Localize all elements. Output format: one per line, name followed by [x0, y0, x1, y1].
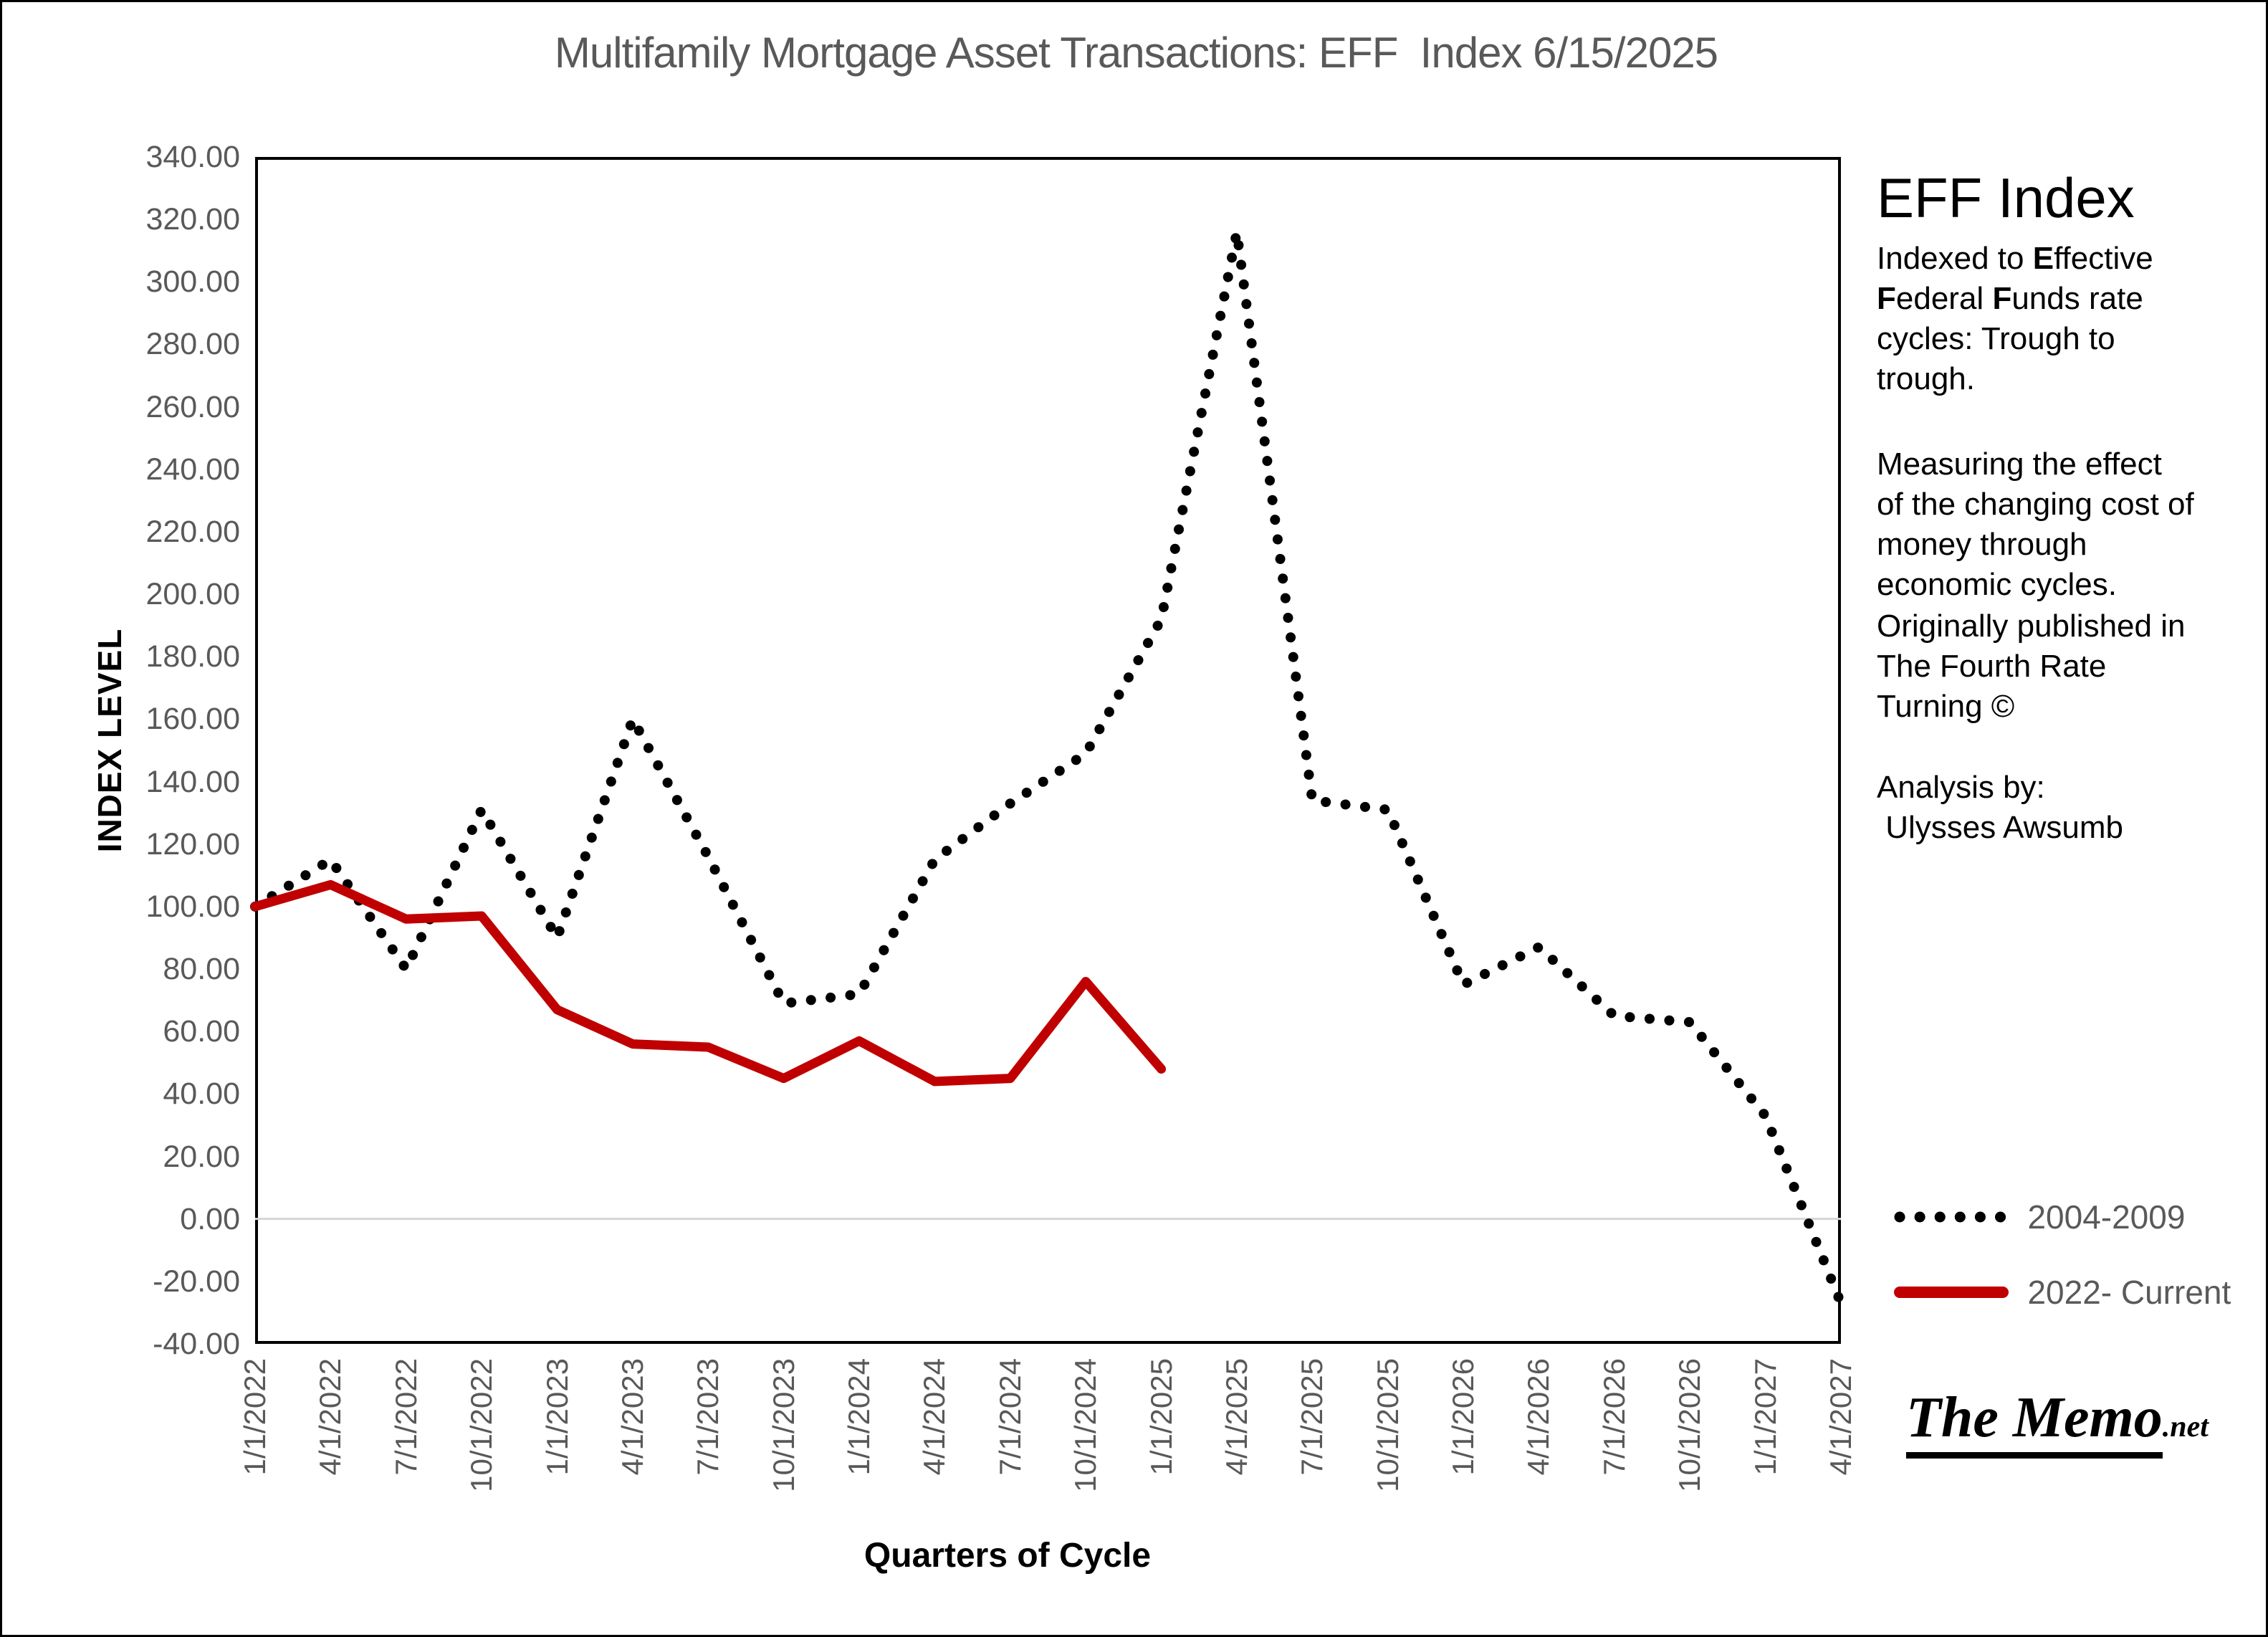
chart-title: Multifamily Mortgage Asset Transactions:…: [554, 29, 1718, 77]
y-tick-label: 60.00: [163, 1014, 240, 1049]
side-panel-paragraph-2: Measuring the effect of the changing cost…: [1877, 444, 2235, 605]
x-tick-label: 1/1/2022: [238, 1358, 272, 1476]
side-panel-text-line: Measuring the effect: [1877, 447, 2162, 482]
the-memo-logo-suffix: .net: [2162, 1411, 2209, 1443]
side-panel-paragraph-3: Originally published in The Fourth Rate Tu…: [1877, 606, 2235, 727]
side-panel-text-line: The Fourth Rate: [1877, 649, 2107, 684]
x-tick-label: 1/1/2024: [842, 1358, 876, 1476]
side-panel-text-line: economic cycles.: [1877, 567, 2118, 602]
side-panel-text-line: Ulysses Awsumb: [1877, 810, 2123, 845]
side-panel-text-line: Federal Funds rate: [1877, 281, 2143, 316]
y-tick-label: -40.00: [153, 1327, 240, 1361]
y-tick-label: 160.00: [145, 702, 240, 737]
side-panel-text-line: Indexed to Effective: [1877, 241, 2153, 276]
side-panel-text-line: Turning ©: [1877, 689, 2015, 724]
y-tick-label: -20.00: [153, 1264, 240, 1299]
the-memo-logo-main: The Memo: [1906, 1386, 2163, 1459]
x-tick-label: 1/1/2026: [1446, 1358, 1480, 1476]
y-tick-label: 220.00: [145, 514, 240, 549]
side-panel-text-line: money through: [1877, 527, 2087, 562]
y-tick-label: 300.00: [145, 264, 240, 300]
x-tick-label: 7/1/2022: [388, 1358, 423, 1476]
side-panel-paragraph-4: Analysis by: Ulysses Awsumb: [1877, 768, 2235, 848]
y-tick-label: 100.00: [145, 889, 240, 924]
y-tick-label: 240.00: [145, 452, 240, 487]
legend-label-2022-current: 2022- Current: [2027, 1274, 2231, 1311]
x-tick-label: 1/1/2023: [540, 1358, 574, 1476]
plot-area: [250, 231, 1846, 1309]
y-tick-label: 20.00: [163, 1139, 240, 1174]
x-tick-label: 4/1/2024: [917, 1358, 952, 1476]
x-tick-label: 10/1/2025: [1370, 1358, 1405, 1492]
legend-label-2004-2009: 2004-2009: [2027, 1198, 2186, 1236]
side-panel-text-line: Originally published in: [1877, 608, 2186, 644]
x-tick-label: 4/1/2025: [1219, 1358, 1253, 1476]
y-tick-label: 80.00: [163, 952, 240, 987]
series-line-2022-current: [250, 879, 1167, 1087]
x-tick-label: 7/1/2025: [1295, 1358, 1329, 1476]
x-tick-label: 4/1/2022: [313, 1358, 348, 1476]
y-tick-label: 120.00: [145, 826, 240, 862]
y-tick-label: 140.00: [145, 764, 240, 799]
the-memo-logo: The Memo.net: [1906, 1385, 2209, 1459]
x-tick-label: 7/1/2023: [691, 1358, 725, 1476]
y-tick-label: 340.00: [145, 140, 240, 174]
x-tick-label: 10/1/2026: [1673, 1358, 1707, 1492]
y-tick-label: 200.00: [145, 577, 240, 612]
x-tick-label: 4/1/2023: [615, 1358, 649, 1476]
plot-area-border: [255, 157, 1841, 1344]
x-tick-label: 10/1/2024: [1068, 1358, 1103, 1492]
x-tick-label: 7/1/2024: [992, 1358, 1027, 1476]
series-line-2004-2009: [250, 231, 1846, 1309]
x-tick-label: 4/1/2027: [1824, 1358, 1857, 1476]
side-panel-heading: EFF Index: [1877, 166, 2135, 229]
x-tick-label: 1/1/2027: [1748, 1358, 1782, 1476]
side-panel-paragraph-1: Indexed to Effective Federal Funds rate cy…: [1877, 239, 2235, 399]
side-panel-text-line: cycles: Trough to: [1877, 321, 2115, 356]
legend-item-2022-current: 2022- Current: [1894, 1274, 2231, 1311]
y-tick-label: 40.00: [163, 1077, 240, 1112]
x-axis-title: Quarters of Cycle: [863, 1537, 1152, 1575]
y-tick-label: 320.00: [145, 202, 240, 237]
x-tick-label: 7/1/2026: [1597, 1358, 1631, 1476]
x-tick-label: 10/1/2023: [766, 1358, 800, 1492]
y-tick-label: 260.00: [145, 389, 240, 424]
side-panel-text-line: trough.: [1877, 361, 1975, 396]
legend-item-2004-2009: 2004-2009: [1894, 1198, 2186, 1236]
legend-solid-line-sample: [1894, 1287, 2009, 1298]
side-panel-text-line: Analysis by:: [1877, 770, 2045, 805]
x-tick-label: 1/1/2025: [1144, 1358, 1178, 1476]
x-tick-label: 10/1/2022: [464, 1358, 499, 1492]
y-tick-label: 180.00: [145, 639, 240, 674]
legend-dotted-line-sample: [1894, 1211, 2009, 1223]
side-panel-text-line: of the changing cost of: [1877, 487, 2194, 522]
x-tick-label: 4/1/2026: [1521, 1358, 1556, 1476]
y-tick-label: 0.00: [180, 1201, 240, 1236]
y-tick-label: 280.00: [145, 327, 240, 362]
